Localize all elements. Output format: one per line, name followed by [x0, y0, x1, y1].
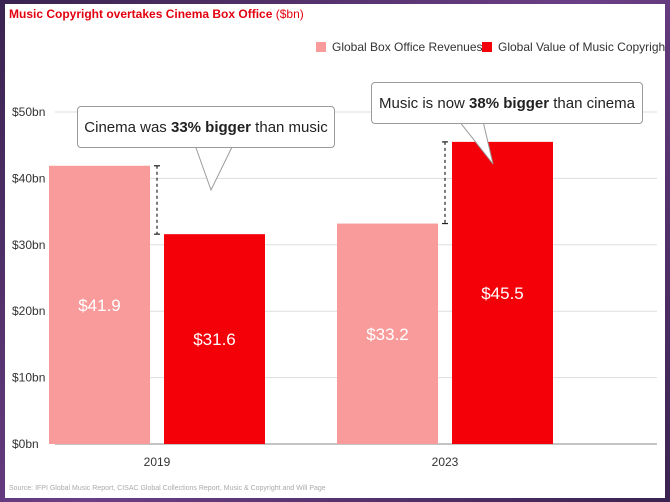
annotation-2019-pointer: [194, 144, 234, 192]
bar: [49, 165, 150, 444]
annotation-2019-pre: Cinema was: [84, 118, 171, 136]
y-tick-label: $30bn: [12, 238, 45, 252]
chart-title-main: Music Copyright overtakes Cinema Box Off…: [9, 7, 273, 21]
x-tick-label: 2019: [144, 455, 171, 469]
annotation-2019: Cinema was 33% bigger than music: [77, 106, 335, 148]
annotation-2023-bold: 38% bigger: [469, 94, 550, 112]
annotation-2019-post: than music: [251, 118, 328, 136]
legend-swatch: [482, 42, 492, 52]
y-tick-label: $0bn: [12, 437, 39, 451]
chart-title: Music Copyright overtakes Cinema Box Off…: [9, 7, 304, 21]
bar: [337, 223, 438, 444]
chart-title-unit: ($bn): [275, 7, 304, 21]
y-tick-label: $20bn: [12, 304, 45, 318]
annotation-2023-post: than cinema: [549, 94, 635, 112]
data-label: $33.2: [366, 325, 409, 344]
data-label: $41.9: [78, 296, 121, 315]
source-note: Source: IFPI Global Music Report, CISAC …: [9, 485, 326, 492]
x-tick-label: 2023: [432, 455, 459, 469]
bar: [452, 141, 553, 444]
y-tick-label: $50bn: [12, 105, 45, 119]
bar: [164, 234, 265, 444]
legend-label: Global Box Office Revenues: [332, 40, 483, 54]
legend-label: Global Value of Music Copyright: [498, 40, 665, 54]
y-tick-label: $10bn: [12, 371, 45, 385]
annotation-2019-bold: 33% bigger: [170, 118, 252, 136]
annotation-2023-pre: Music is now: [379, 94, 470, 112]
chart-card: Music Copyright overtakes Cinema Box Off…: [5, 4, 665, 498]
data-label: $45.5: [481, 284, 524, 303]
bar-chart: $0bn $10bn $20bn $30bn $40bn $50bn $41.9 $31.6 2…: [12, 40, 665, 469]
y-tick-label: $40bn: [12, 171, 45, 185]
data-label: $31.6: [193, 330, 236, 349]
legend-swatch: [316, 42, 326, 52]
annotation-2023: Music is now 38% bigger than cinema: [371, 82, 643, 124]
